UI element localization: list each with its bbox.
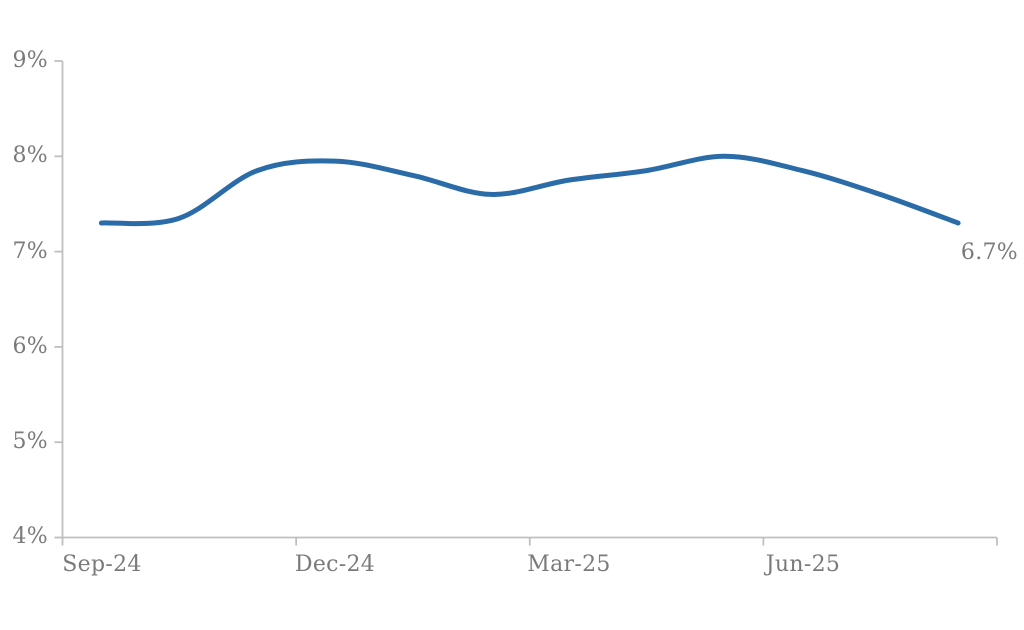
y-axis-tick-label: 8% [12, 143, 48, 168]
x-axis-tick-label: Jun-25 [765, 552, 841, 577]
data-line-series [98, 153, 961, 227]
x-axis-tick-label: Sep-24 [62, 552, 142, 577]
y-axis-tick-label: 4% [12, 524, 48, 549]
y-axis-tick-label: 5% [12, 429, 48, 454]
last-value-data-label: 6.7% [960, 240, 1018, 265]
axis-ticks [54, 60, 998, 546]
y-axis-tick-label: 6% [12, 334, 48, 359]
y-axis-tick-label: 7% [12, 239, 48, 264]
x-axis-tick-label: Mar-25 [527, 552, 611, 577]
x-axis-tick-label: Dec-24 [294, 552, 376, 577]
y-axis-tick-label: 9% [12, 48, 48, 73]
